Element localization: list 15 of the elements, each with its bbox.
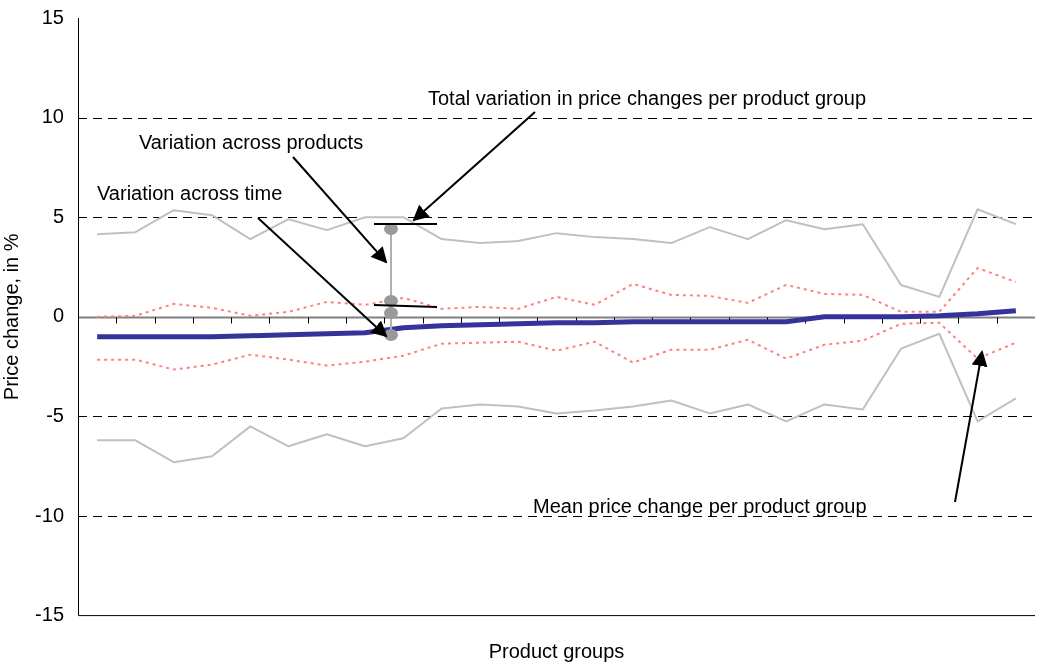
annotation: Variation across time bbox=[97, 182, 283, 204]
annotation: Total variation in price changes per product group bbox=[428, 87, 867, 109]
y-axis-title: Price change, in % bbox=[0, 233, 22, 401]
y-tick-label: 15 bbox=[41, 5, 64, 28]
y-tick-label: 10 bbox=[41, 105, 64, 128]
y-tick-label: 0 bbox=[52, 304, 64, 327]
line-series bbox=[96, 267, 1017, 318]
annotation: Mean price change per product group bbox=[533, 495, 867, 517]
x-axis-title: Product groups bbox=[488, 639, 625, 662]
y-tick-label: 5 bbox=[52, 204, 64, 227]
y-tick-label: -10 bbox=[35, 503, 64, 526]
y-tick-label: -5 bbox=[46, 403, 64, 426]
line-series bbox=[96, 321, 1017, 371]
annotation: Variation across products bbox=[139, 131, 364, 153]
y-tick-label: -15 bbox=[35, 603, 64, 626]
